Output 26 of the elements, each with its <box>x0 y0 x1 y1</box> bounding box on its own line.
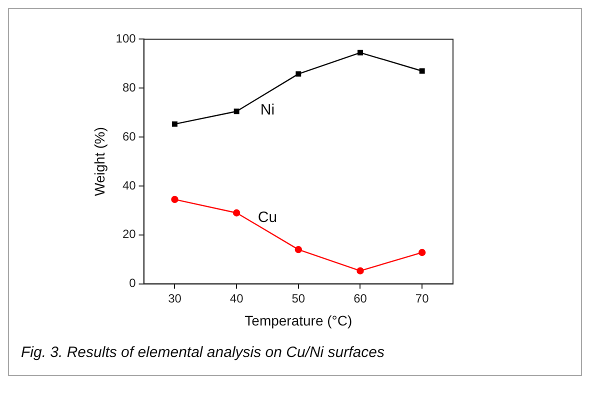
x-tick-label: 50 <box>292 291 306 306</box>
caption: Fig. 3. Results of elemental analysis on Cu/Ni surfaces <box>21 344 386 361</box>
y-tick-label: 0 <box>129 276 136 290</box>
point <box>171 196 178 204</box>
y-tick-label: 60 <box>122 129 136 144</box>
y-tick-label: 20 <box>122 227 136 242</box>
series-label: Cu <box>258 208 278 226</box>
point <box>418 248 426 256</box>
point <box>358 50 363 56</box>
y-tick-label: 40 <box>122 178 136 192</box>
point <box>232 209 240 216</box>
point <box>419 68 425 74</box>
point <box>296 71 302 77</box>
point <box>356 267 364 274</box>
x-tick-label: 30 <box>168 291 182 306</box>
x-axis-title: Temperature (°C) <box>244 312 352 328</box>
x-tick-label: 60 <box>354 291 368 306</box>
point <box>172 121 178 127</box>
point <box>294 246 302 254</box>
x-tick-label: 40 <box>230 291 244 306</box>
y-axis-title: Weight (%) <box>91 127 108 196</box>
x-tick-label: 70 <box>415 291 430 306</box>
series-label: Ni <box>260 101 275 118</box>
y-tick-label: 80 <box>122 80 136 94</box>
y-tick-label: 100 <box>116 32 136 46</box>
point <box>234 108 240 114</box>
